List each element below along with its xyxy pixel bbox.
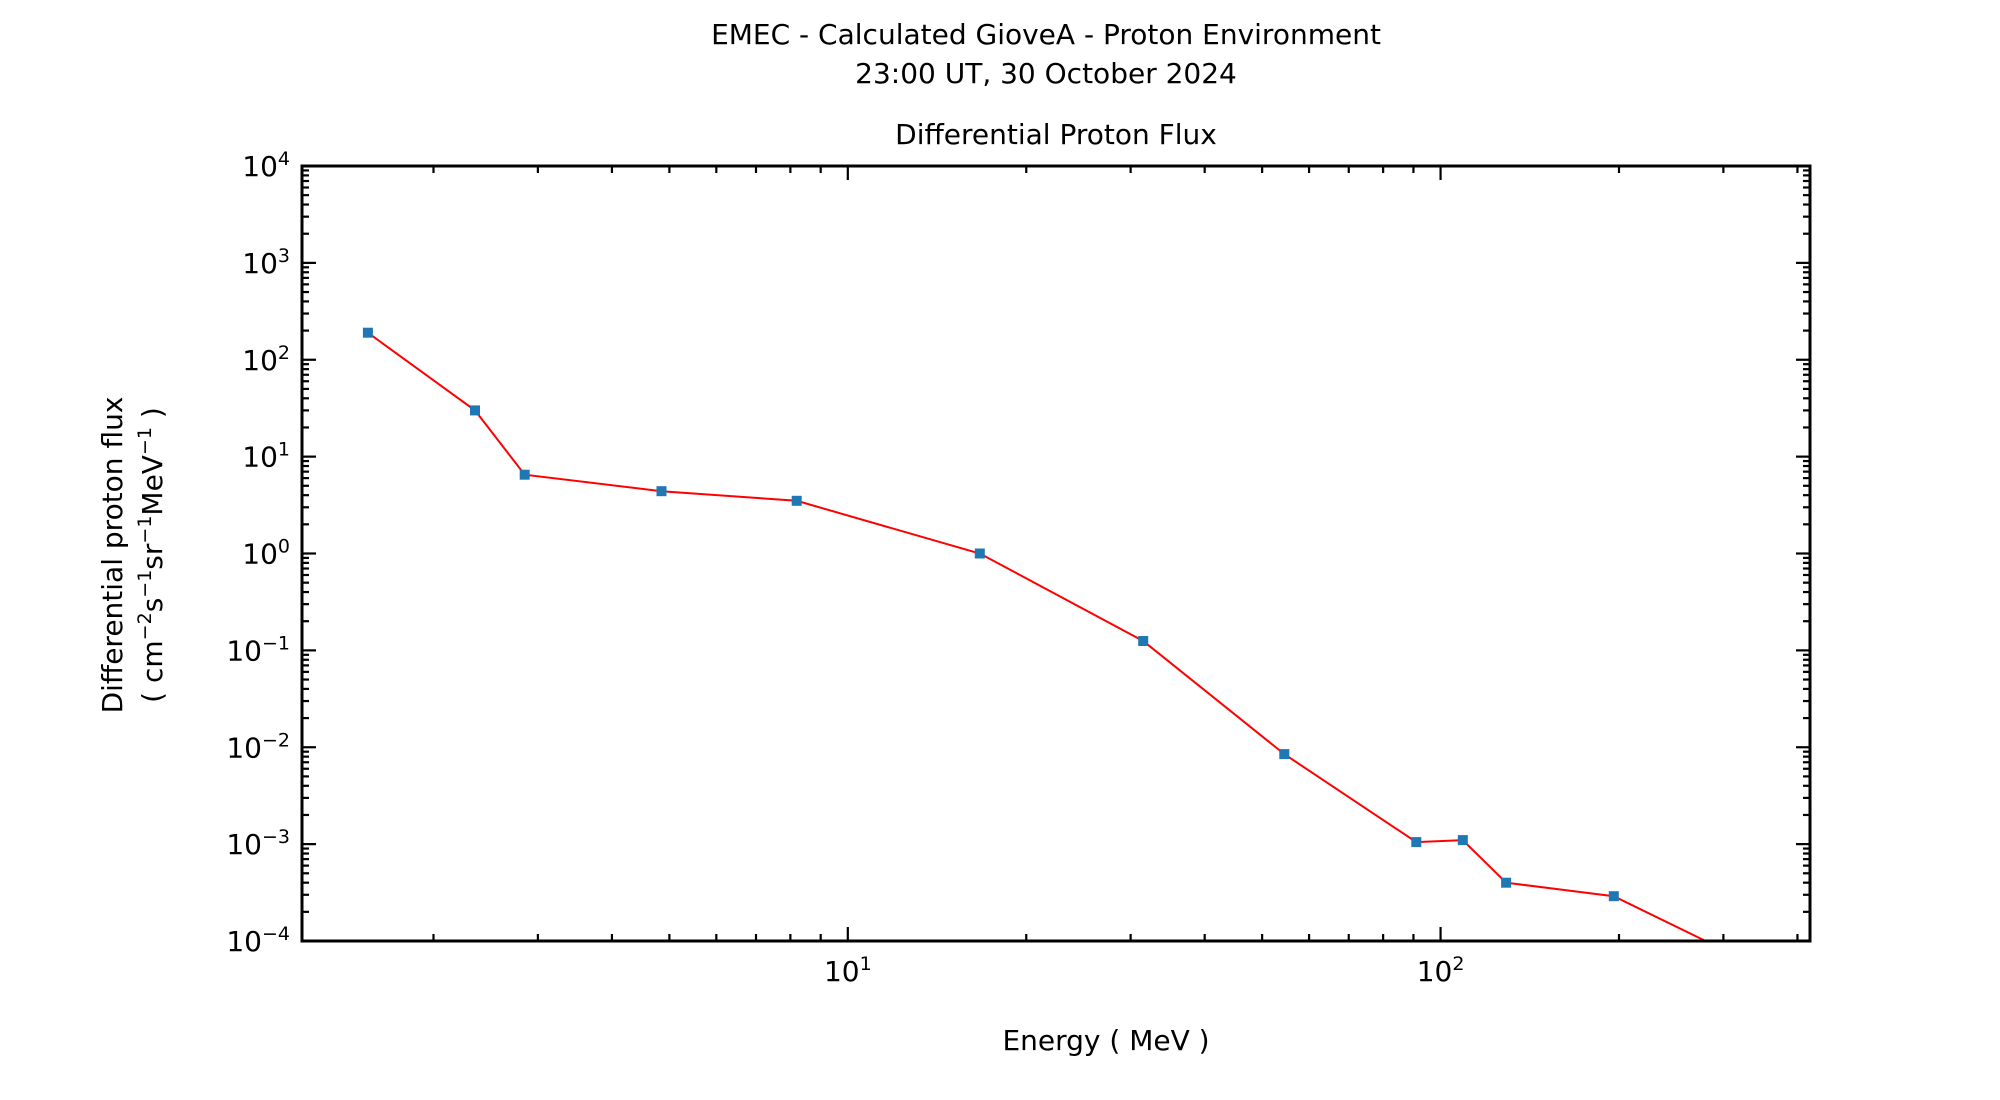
x-tick-label: 102 — [1417, 953, 1465, 988]
y-axis-label-units: ( cm−2s−1sr−1MeV−1 ) — [134, 407, 169, 703]
axis-tick-labels: 104 103 102 101 100 10−1 10−2 10−3 10−4 101 102 — [226, 148, 1464, 988]
data-point-marker — [1457, 835, 1468, 846]
series-line — [367, 331, 1707, 942]
plot-title: Differential Proton Flux — [895, 118, 1217, 151]
y-tick-label: 10−2 — [226, 729, 290, 764]
y-tick-label: 101 — [242, 439, 290, 474]
data-point-marker — [656, 486, 667, 497]
y-tick-label: 10−1 — [226, 632, 290, 667]
x-tick-label: 101 — [824, 953, 872, 988]
y-tick-label: 104 — [242, 148, 290, 183]
data-point-marker — [1138, 636, 1149, 646]
y-tick-label: 100 — [242, 536, 290, 571]
y-axis-label: Differential proton flux ( cm−2s−1sr−1Me… — [96, 397, 169, 714]
data-point-marker — [519, 469, 530, 480]
data-point-marker — [1608, 891, 1619, 902]
x-axis-label: Energy ( MeV ) — [1002, 1024, 1209, 1057]
data-point-marker — [1411, 837, 1422, 848]
y-tick-label: 103 — [242, 245, 290, 280]
y-tick-label: 10−4 — [226, 923, 290, 958]
data-point-marker — [791, 495, 802, 506]
data-point-marker — [1279, 749, 1290, 760]
axis-ticks — [302, 164, 1810, 943]
plot-frame — [300, 164, 1812, 943]
chart-title: EMEC - Calculated GioveA - Proton Enviro… — [711, 18, 1381, 51]
data-point-marker — [974, 548, 985, 559]
y-axis-label-line1: Differential proton flux — [96, 397, 129, 714]
y-tick-label: 102 — [242, 342, 290, 377]
y-tick-label: 10−3 — [226, 826, 290, 861]
data-point-marker — [362, 327, 373, 338]
data-point-marker — [470, 405, 480, 416]
series-layer — [362, 327, 1707, 942]
data-point-marker — [1501, 877, 1512, 888]
chart-subtitle: 23:00 UT, 30 October 2024 — [855, 57, 1237, 90]
